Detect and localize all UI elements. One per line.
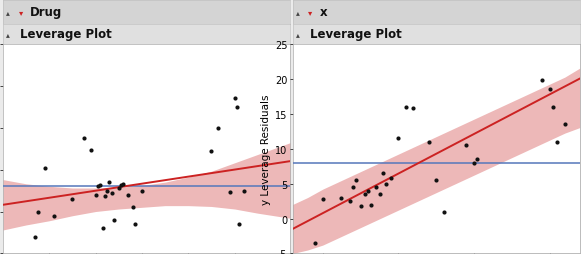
Point [68, 197, 77, 201]
Point [371, 185, 381, 189]
Point [98, 226, 107, 230]
Point [40, 166, 49, 170]
Point [462, 144, 471, 148]
Point [424, 140, 433, 144]
Text: x: x [320, 6, 328, 19]
Text: ▴: ▴ [6, 30, 10, 39]
Point [31, 235, 40, 239]
Text: Leverage Plot: Leverage Plot [20, 28, 112, 41]
Point [394, 136, 403, 140]
Point [349, 185, 358, 189]
Point [109, 218, 119, 222]
Point [95, 183, 105, 187]
Text: ▴: ▴ [296, 30, 300, 39]
Point [225, 190, 235, 195]
Point [116, 184, 125, 188]
Point [49, 214, 59, 218]
Point [80, 136, 89, 140]
Point [91, 193, 101, 197]
Point [94, 185, 103, 189]
Point [105, 180, 114, 184]
Point [318, 197, 328, 201]
Point [102, 189, 112, 193]
Point [130, 222, 139, 226]
Point [367, 203, 376, 207]
Point [214, 126, 223, 130]
Point [360, 192, 370, 196]
Point [553, 140, 562, 144]
Point [382, 182, 391, 186]
Point [235, 222, 244, 226]
Point [230, 97, 239, 101]
Text: ▴: ▴ [6, 8, 10, 17]
Point [239, 189, 249, 193]
Point [386, 176, 396, 180]
Point [409, 106, 418, 110]
Point [548, 105, 557, 109]
Point [100, 195, 109, 199]
Point [128, 205, 137, 210]
Point [311, 241, 320, 245]
Text: ▾: ▾ [19, 8, 23, 17]
Point [107, 191, 116, 195]
Point [537, 79, 547, 83]
Point [232, 105, 242, 109]
Point [87, 149, 96, 153]
Point [379, 171, 388, 175]
Point [375, 192, 385, 196]
Point [352, 178, 361, 182]
Point [356, 204, 365, 208]
Point [472, 157, 482, 162]
Point [364, 189, 373, 193]
Point [123, 193, 132, 197]
Text: ▴: ▴ [296, 8, 300, 17]
Point [401, 105, 411, 109]
Point [469, 161, 479, 165]
Point [345, 199, 354, 203]
Point [560, 122, 569, 126]
Point [137, 189, 146, 193]
Point [207, 149, 216, 153]
Point [545, 88, 554, 92]
Text: Leverage Plot: Leverage Plot [310, 28, 401, 41]
Text: Drug: Drug [30, 6, 62, 19]
Text: ▾: ▾ [309, 8, 313, 17]
Y-axis label: y Leverage Residuals: y Leverage Residuals [261, 94, 271, 204]
Point [114, 186, 123, 190]
Point [119, 182, 128, 186]
Point [33, 210, 42, 214]
Point [439, 210, 449, 214]
Point [336, 196, 346, 200]
Point [432, 178, 441, 182]
